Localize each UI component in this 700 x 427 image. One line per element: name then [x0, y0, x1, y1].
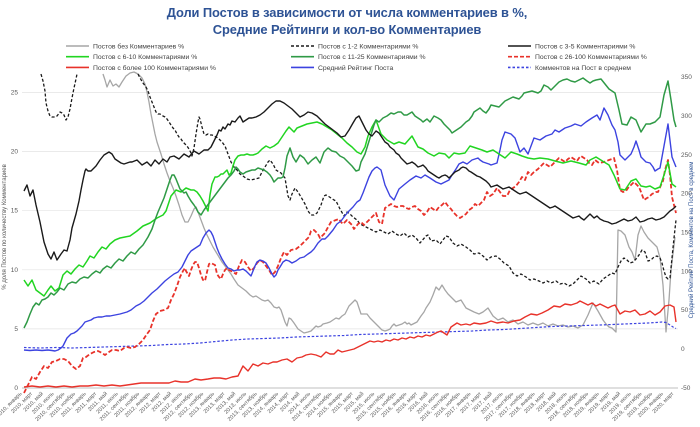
svg-text:Средние Рейтинги и кол-во Комм: Средние Рейтинги и кол-во Комментариев [213, 22, 482, 37]
svg-text:Доли Постов в зависимости от ч: Доли Постов в зависимости от числа комме… [167, 5, 527, 20]
svg-text:Средний Рейтинг Поста, Коммент: Средний Рейтинг Поста, Комментов на Пост… [688, 162, 695, 319]
svg-text:Постов с 1-2 Комментариями %: Постов с 1-2 Комментариями % [318, 43, 418, 50]
svg-text:Средний Рейтинг Поста: Средний Рейтинг Поста [318, 64, 393, 72]
svg-text:Комментов на Пост в среднем: Комментов на Пост в среднем [535, 65, 631, 72]
svg-text:25: 25 [11, 90, 19, 97]
svg-text:Постов с 3-5 Комментариями %: Постов с 3-5 Комментариями % [535, 43, 635, 50]
svg-text:% доля Постов по количеству Ко: % доля Постов по количеству Комментариев [2, 164, 8, 290]
svg-text:15: 15 [11, 208, 19, 215]
svg-text:250: 250 [681, 152, 692, 159]
svg-text:-50: -50 [681, 385, 691, 392]
svg-text:350: 350 [681, 74, 692, 81]
svg-text:Постов с 11-25 Комментариями %: Постов с 11-25 Комментариями % [318, 54, 426, 61]
svg-text:20: 20 [11, 149, 19, 156]
svg-text:0: 0 [14, 385, 18, 392]
svg-text:10: 10 [11, 267, 19, 274]
svg-text:Постов с 26-100 Комментариями: Постов с 26-100 Комментариями % [535, 54, 647, 61]
svg-text:100: 100 [681, 268, 692, 275]
svg-text:0: 0 [681, 346, 685, 353]
svg-text:150: 150 [681, 230, 692, 237]
svg-text:300: 300 [681, 113, 692, 120]
svg-text:5: 5 [14, 326, 18, 333]
svg-text:Постов с более 100 Комментария: Постов с более 100 Комментариями % [93, 64, 216, 72]
svg-text:Постов без Комментариев %: Постов без Комментариев % [93, 42, 184, 50]
svg-text:Постов с 6-10 Комментариями %: Постов с 6-10 Комментариями % [93, 54, 197, 61]
svg-text:50: 50 [681, 307, 689, 314]
svg-text:200: 200 [681, 191, 692, 198]
